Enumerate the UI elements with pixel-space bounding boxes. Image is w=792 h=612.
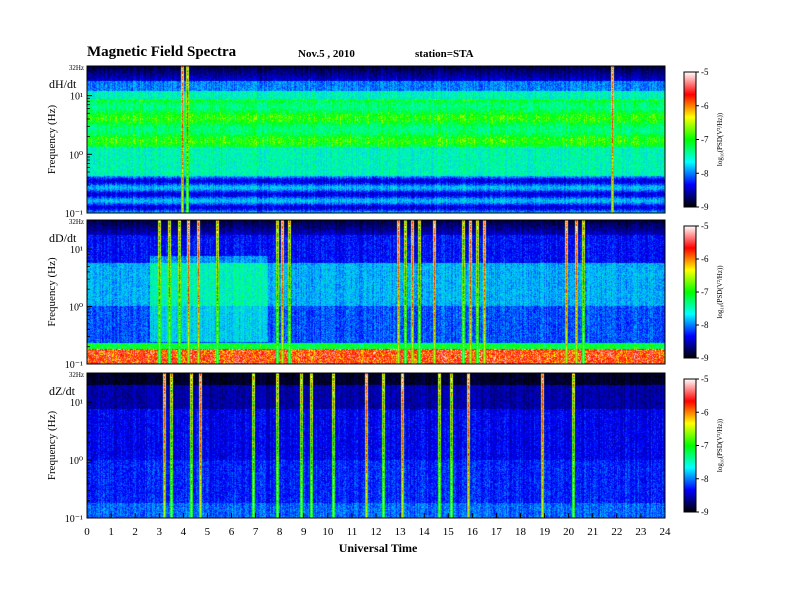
x-tick-label: 10	[322, 526, 334, 538]
spectrogram-image	[87, 220, 665, 364]
colorbar-tick-label: -9	[701, 353, 709, 363]
top-frequency-label: 32Hz	[69, 64, 84, 72]
x-axis: 0 1 2 3 4 5 6 7 8 9 10 11 12 13 14 15 16 17 18 19 20 21 22 23 24	[84, 513, 671, 538]
x-tick-label: 12	[371, 526, 382, 538]
colorbar-tick-label: -5	[701, 374, 709, 384]
colorbar	[683, 378, 697, 513]
colorbar-tick-label: -5	[701, 67, 709, 77]
x-tick-label: 17	[491, 526, 503, 538]
y-tick-label: 10¹	[70, 92, 83, 103]
x-tick-label: 16	[467, 526, 479, 538]
x-tick-label: 24	[660, 526, 672, 538]
y-tick-label: 10¹	[70, 398, 83, 409]
colorbar-label: log₁₀(PSD(V²/Hz))	[716, 418, 724, 472]
panel-frame	[86, 65, 666, 214]
colorbar-tick-label: -7	[701, 287, 709, 297]
colorbar-tick-label: -9	[701, 507, 709, 517]
y-tick-label: 10⁻¹	[65, 514, 83, 525]
spectrogram-panel-1: dH/dt 32Hz 10¹ 10⁰ 10⁻¹ Frequency (Hz) -5 -6 -7 -…	[46, 64, 724, 220]
figure-title: Magnetic Field Spectra	[87, 44, 237, 60]
figure-header: Magnetic Field Spectra Nov.5 , 2010 stat…	[0, 0, 792, 70]
x-tick-label: 13	[395, 526, 407, 538]
colorbar-tick-label: -9	[701, 202, 709, 212]
top-frequency-label: 32Hz	[69, 371, 84, 379]
station-label: station=STA	[415, 48, 474, 60]
x-tick-label: 9	[301, 526, 307, 538]
y-tick-label: 10⁰	[69, 303, 83, 314]
component-label: dH/dt	[49, 77, 77, 91]
x-tick-label: 8	[277, 526, 283, 538]
colorbar-label: log₁₀(PSD(V²/Hz))	[716, 112, 724, 166]
y-tick-label: 10⁰	[69, 456, 83, 467]
x-tick-label: 3	[157, 526, 163, 538]
component-label: dD/dt	[49, 231, 77, 245]
y-axis-label: Frequency (Hz)	[46, 257, 58, 327]
colorbar-tick-label: -5	[701, 221, 709, 231]
x-tick-label: 19	[539, 526, 551, 538]
y-axis-label: Frequency (Hz)	[46, 105, 58, 175]
y-axis-label: Frequency (Hz)	[46, 411, 58, 481]
y-tick-label: 10⁰	[69, 150, 83, 161]
colorbar-label: log₁₀(PSD(V²/Hz))	[716, 265, 724, 319]
x-tick-label: 1	[108, 526, 114, 538]
x-tick-label: 4	[181, 526, 187, 538]
colorbar-tick-label: -8	[701, 168, 709, 178]
top-frequency-label: 32Hz	[69, 218, 84, 226]
colorbar-tick-label: -6	[701, 101, 709, 111]
x-tick-label: 20	[563, 526, 575, 538]
spectrogram-image	[87, 373, 665, 518]
x-tick-label: 11	[347, 526, 358, 538]
y-tick-label: 10⁻¹	[65, 209, 83, 220]
x-tick-label: 6	[229, 526, 235, 538]
colorbar-tick-label: -6	[701, 254, 709, 264]
colorbar-tick-label: -8	[701, 320, 709, 330]
x-tick-label: 0	[84, 526, 90, 538]
x-axis-label: Universal Time	[339, 541, 418, 555]
x-tick-label: 21	[587, 526, 598, 538]
spectrogram-panel-2: dD/dt 32Hz 10¹ 10⁰ 10⁻¹ Frequency (Hz) -5 -6 -7 -…	[46, 218, 724, 371]
spectrogram-panel-3: dZ/dt 32Hz 10¹ 10⁰ 10⁻¹ Frequency (Hz) -5 -6 -7 -…	[46, 371, 724, 525]
x-tick-label: 18	[515, 526, 527, 538]
x-tick-label: 23	[635, 526, 647, 538]
colorbar	[683, 71, 697, 208]
colorbar-tick-label: -7	[701, 441, 709, 451]
component-label: dZ/dt	[49, 384, 76, 398]
colorbar-tick-label: -7	[701, 135, 709, 145]
panels-layer: dH/dt 32Hz 10¹ 10⁰ 10⁻¹ Frequency (Hz) -5 -6 -7 -…	[46, 64, 724, 525]
x-tick-label: 5	[205, 526, 211, 538]
colorbar-tick-label: -6	[701, 407, 709, 417]
x-tick-label: 2	[132, 526, 138, 538]
date-label: Nov.5 , 2010	[298, 48, 355, 60]
x-tick-label: 22	[611, 526, 622, 538]
y-tick-label: 10⁻¹	[65, 360, 83, 371]
spectrogram-image	[87, 66, 665, 213]
x-tick-label: 15	[443, 526, 455, 538]
colorbar	[683, 225, 697, 359]
y-tick-label: 10¹	[70, 245, 83, 256]
panel-frame	[86, 219, 666, 365]
colorbar-tick-label: -8	[701, 474, 709, 484]
x-tick-label: 7	[253, 526, 259, 538]
x-tick-label: 14	[419, 526, 431, 538]
